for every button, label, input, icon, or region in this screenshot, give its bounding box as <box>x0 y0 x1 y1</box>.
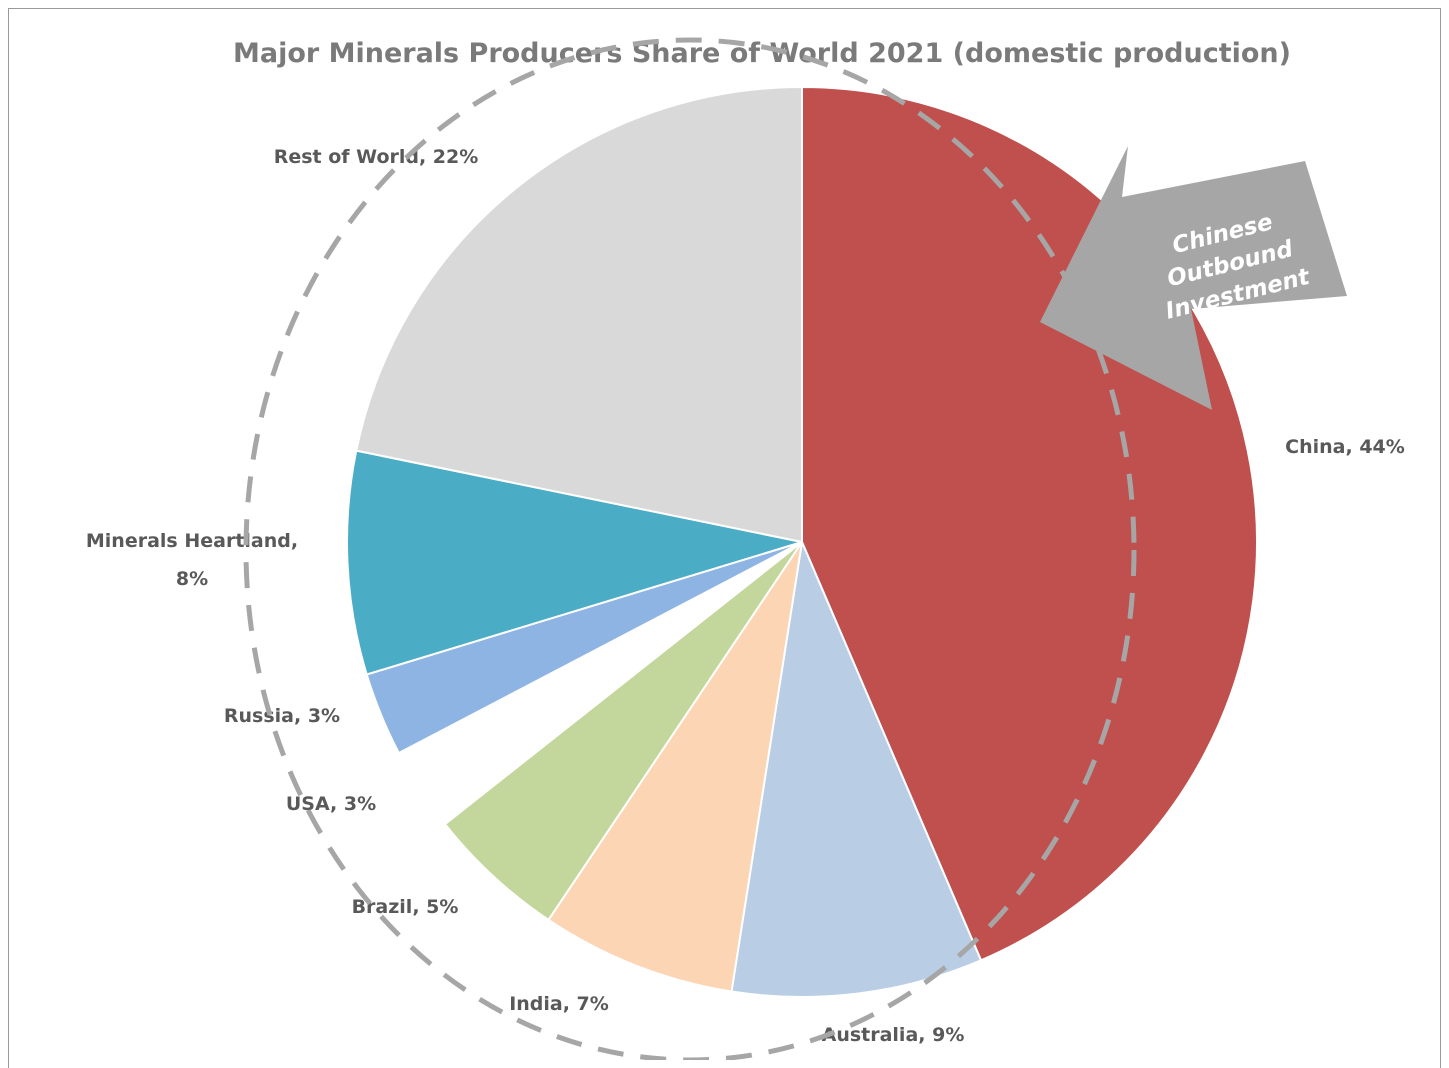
data-label-india: India, 7% <box>509 993 609 1015</box>
data-label-minerals-heartland-line-2: 8% <box>176 568 208 590</box>
annotation-arrow <box>1040 146 1347 410</box>
pie-slices <box>346 85 1258 998</box>
pie-slice-minerals-heartland <box>346 449 803 676</box>
data-label-usa: USA, 3% <box>286 793 376 815</box>
chart-title: Major Minerals Producers Share of World … <box>233 38 1291 69</box>
data-label-australia: Australia, 9% <box>822 1024 965 1046</box>
data-label-minerals-heartland-line-1: Minerals Heartland, <box>86 530 298 552</box>
dashed-outline-ellipse <box>243 37 1137 1060</box>
data-label-brazil: Brazil, 5% <box>352 896 459 918</box>
data-label-russia: Russia, 3% <box>224 705 340 727</box>
data-label-rest-of-world: Rest of World, 22% <box>274 146 479 168</box>
pie-slice-rest-of-world <box>355 85 803 544</box>
data-label-china: China, 44% <box>1285 436 1405 458</box>
pie-slice-india <box>547 541 803 993</box>
pie-slice-australia <box>730 538 983 998</box>
